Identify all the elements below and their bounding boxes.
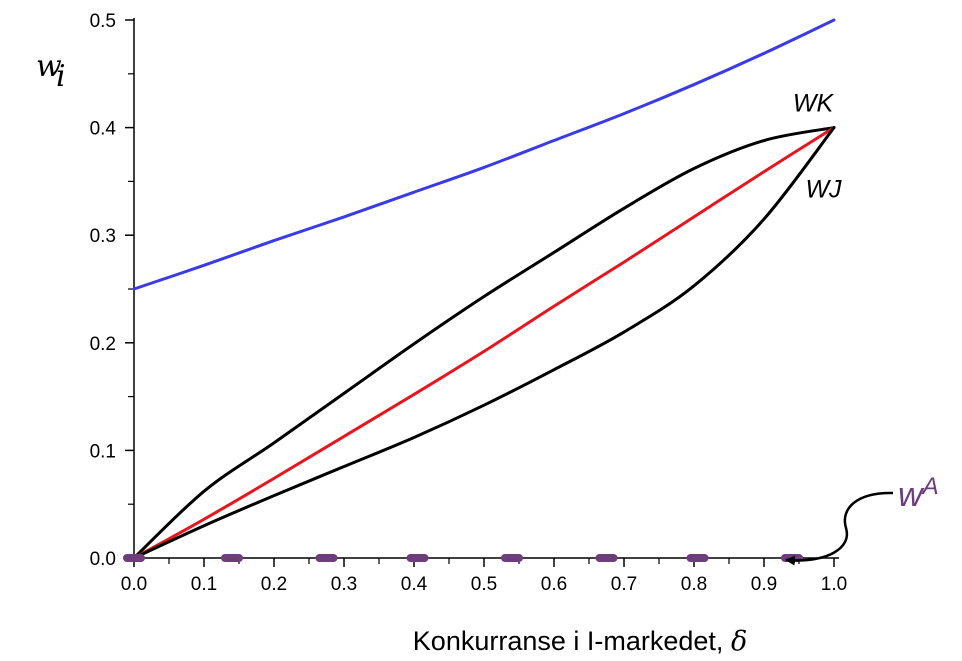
tick-labels: 0.0 0.1 0.2 0.3 0.4 0.5 0.6 0.7 0.8 0.9 1.0 0.0 0.1 0… <box>90 11 848 595</box>
x-tick-label: 0.7 <box>611 574 637 595</box>
wa-arrow <box>785 491 894 566</box>
axes <box>133 18 839 559</box>
series-line-blue <box>132 18 836 291</box>
series-line-red <box>132 126 836 560</box>
x-tick-label: 0.0 <box>121 574 147 595</box>
curve-labels: WK WJ <box>793 89 842 203</box>
x-axis-label: Konkurranse i I-markedet, δ <box>413 626 747 657</box>
curve-label-wj: WJ <box>805 176 842 204</box>
y-axis-label-main: w <box>36 49 62 84</box>
x-tick-label: 0.1 <box>191 574 217 595</box>
y-tick-label: 0.2 <box>90 334 116 355</box>
x-tick-label: 0.4 <box>401 574 428 595</box>
curve-label-wk: WK <box>793 89 835 117</box>
x-axis-title: Konkurranse i I-markedet, δ <box>413 626 747 657</box>
wa-label: wA <box>898 473 939 514</box>
wa-callout: wA <box>785 473 939 566</box>
y-tick-label: 0.5 <box>90 11 116 32</box>
wa-label-main: w <box>898 476 925 514</box>
y-axis-label: w i <box>36 49 66 94</box>
x-tick-label: 0.5 <box>471 574 497 595</box>
y-tick-label: 0.1 <box>90 441 116 462</box>
y-tick-label: 0.4 <box>90 119 117 140</box>
y-tick-label: 0.0 <box>90 549 116 570</box>
y-tick-label: 0.3 <box>90 226 116 247</box>
x-tick-label: 0.3 <box>331 574 357 595</box>
wa-label-superscript: A <box>921 473 939 500</box>
x-axis-title-text: Konkurranse i I-markedet, <box>413 626 731 656</box>
x-tick-label: 0.9 <box>751 574 777 595</box>
ticks <box>125 19 835 567</box>
x-axis-title-symbol: δ <box>731 626 747 657</box>
x-tick-label: 0.6 <box>541 574 567 595</box>
y-axis-label-subscript: i <box>56 59 66 94</box>
x-tick-label: 1.0 <box>821 574 847 595</box>
series-line-lower-black <box>132 126 836 560</box>
x-tick-label: 0.2 <box>261 574 287 595</box>
x-tick-label: 0.8 <box>681 574 707 595</box>
series <box>132 18 836 560</box>
series-line-upper-black <box>132 126 836 560</box>
